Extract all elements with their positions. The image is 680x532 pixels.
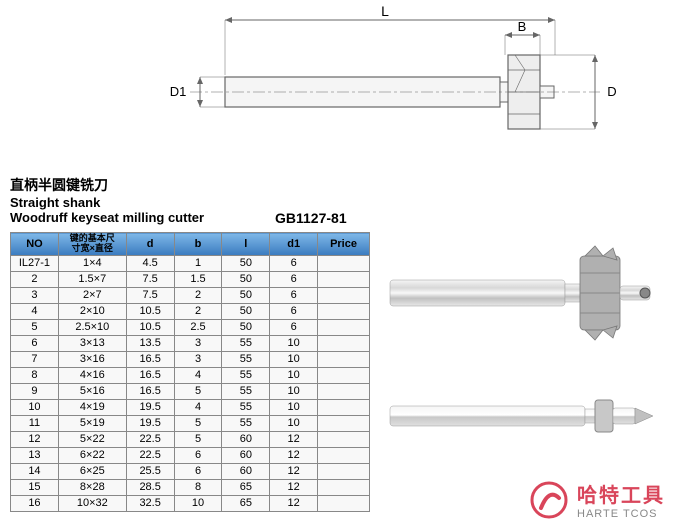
table-row: 95×1616.555510 [11,383,370,399]
spec-table: NO 键的基本尺 寸宽×直径 d b l d1 Price IL27-11×44… [10,232,370,512]
product-photo-1 [385,238,665,348]
title-english-2: Woodruff keyseat milling cutter [10,210,204,225]
product-title-block: 直柄半圆键铣刀 Straight shank Woodruff keyseat … [10,175,204,225]
table-row: 115×1919.555510 [11,415,370,431]
table-row: IL27-11×44.51506 [11,255,370,271]
header-b: b [174,233,222,256]
header-d1: d1 [270,233,318,256]
dim-label-B: B [518,19,527,34]
product-photo-2 [385,388,665,443]
table-row: 136×2222.566012 [11,447,370,463]
table-row: 42×1010.52506 [11,303,370,319]
header-l: l [222,233,270,256]
table-row: 21.5×77.51.5506 [11,271,370,287]
header-price: Price [318,233,370,256]
logo-text-cn: 哈特工具 [577,479,665,508]
header-no: NO [11,233,59,256]
standard-code: GB1127-81 [275,210,347,226]
header-d: d [126,233,174,256]
title-english-1: Straight shank [10,195,204,210]
technical-diagram: L B D1 D [0,0,680,170]
table-row: 104×1919.545510 [11,399,370,415]
table-row: 158×2828.586512 [11,479,370,495]
brand-logo: 哈特工具 HARTE TCOS [529,479,665,520]
table-header-row: NO 键的基本尺 寸宽×直径 d b l d1 Price [11,233,370,256]
table-row: 32×77.52506 [11,287,370,303]
table-row: 52.5×1010.52.5506 [11,319,370,335]
table-row: 146×2525.566012 [11,463,370,479]
dim-label-L: L [381,3,389,19]
table-row: 125×2222.556012 [11,431,370,447]
title-chinese: 直柄半圆键铣刀 [10,175,204,195]
table-row: 63×1313.535510 [11,335,370,351]
table-row: 1610×3232.5106512 [11,495,370,511]
dim-label-D1: D1 [170,84,187,99]
logo-icon [529,480,569,520]
table-row: 84×1616.545510 [11,367,370,383]
logo-text-en: HARTE TCOS [577,508,665,520]
dim-label-D: D [607,84,616,99]
header-key: 键的基本尺 寸宽×直径 [58,233,126,256]
table-row: 73×1616.535510 [11,351,370,367]
